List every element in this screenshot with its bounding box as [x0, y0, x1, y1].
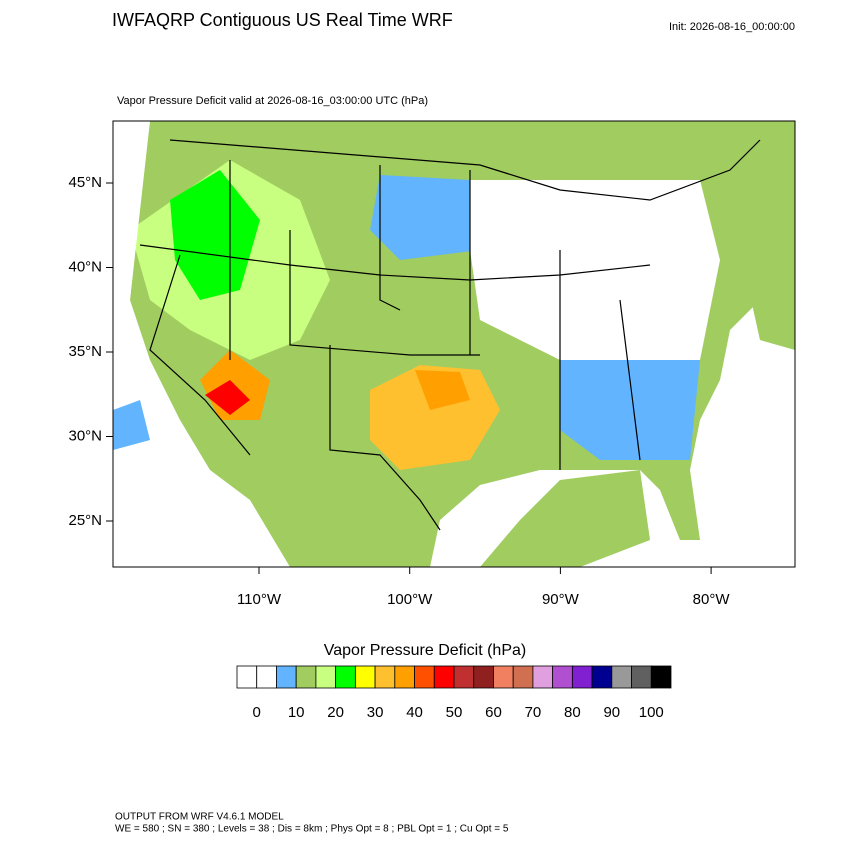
lat-label: 40°N — [68, 258, 102, 275]
lat-label: 25°N — [68, 512, 102, 529]
blue-north — [370, 175, 480, 260]
colorbar-box — [631, 665, 652, 689]
colorbar-box — [473, 665, 494, 689]
colorbar-box — [414, 665, 435, 689]
colorbar-box — [276, 665, 297, 689]
colorbar-box — [512, 665, 534, 689]
pacific — [113, 121, 150, 300]
atlantic-green — [740, 240, 795, 350]
colorbar-label: 10 — [288, 704, 305, 721]
colorbar-box — [552, 665, 573, 689]
colorbar-label: 70 — [525, 704, 542, 721]
colorbar-box — [295, 665, 317, 689]
lon-label: 100°W — [387, 591, 433, 608]
red-area — [205, 380, 250, 415]
gulf-green — [480, 470, 650, 567]
colorbar-box — [591, 665, 613, 689]
colorbar-label: 100 — [639, 704, 664, 721]
colorbar-box — [394, 665, 415, 689]
colorbar-box — [335, 665, 356, 689]
colorbar-label: 50 — [446, 704, 463, 721]
lat-label: 35°N — [68, 343, 102, 360]
state-borders — [139, 139, 761, 531]
lat-label: 30°N — [68, 427, 102, 444]
lon-label: 90°W — [542, 591, 580, 608]
colorbar-box — [650, 665, 672, 689]
title: IWFAQRP Contiguous US Real Time WRF — [112, 10, 453, 30]
colorbar-label: 20 — [327, 704, 344, 721]
orange-core — [415, 370, 470, 410]
init-time: Init: 2026-08-16_00:00:00 — [669, 21, 795, 33]
blue-southeast — [560, 360, 700, 460]
colorbar-label: 40 — [406, 704, 423, 721]
colorbar-title: Vapor Pressure Deficit (hPa) — [324, 642, 526, 659]
white-east — [470, 180, 720, 360]
subtitle: Vapor Pressure Deficit valid at 2026-08-… — [117, 95, 428, 107]
colorbar-box — [433, 665, 455, 689]
colorbar-label: 90 — [603, 704, 620, 721]
colorbar-box — [236, 665, 258, 689]
colorbar-label: 0 — [253, 704, 261, 721]
colorbar-box — [453, 665, 475, 689]
colorbar: 0 10 20 30 40 50 60 70 80 90 100 — [236, 665, 672, 721]
colorbar-box — [611, 665, 632, 689]
colorbar-box — [571, 665, 593, 689]
footer-line: OUTPUT FROM WRF V4.6.1 MODEL — [115, 812, 284, 823]
colorbar-label: 80 — [564, 704, 581, 721]
texas-oklahoma — [370, 365, 500, 470]
colorbar-box — [532, 665, 554, 689]
colorbar-box — [315, 665, 337, 689]
green-area — [170, 170, 260, 300]
pacific-blue — [113, 400, 150, 450]
footer-line: WE = 580 ; SN = 380 ; Levels = 38 ; Dis … — [115, 824, 509, 835]
colorbar-label: 60 — [485, 704, 502, 721]
colorbar-box — [374, 665, 396, 689]
lon-label: 110°W — [237, 591, 282, 608]
lon-label: 80°W — [693, 591, 731, 608]
map — [112, 120, 796, 568]
map-frame — [112, 120, 796, 568]
lat-label: 45°N — [68, 174, 102, 191]
colorbar-box — [493, 665, 514, 689]
colorbar-label: 30 — [367, 704, 384, 721]
colorbar-box — [256, 665, 277, 689]
colorbar-box — [354, 665, 376, 689]
